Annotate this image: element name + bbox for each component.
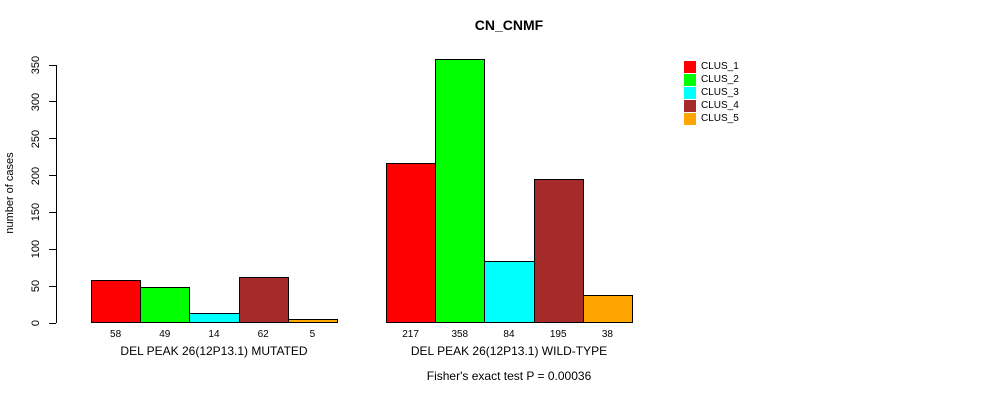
- legend-swatch-icon: [684, 73, 696, 86]
- legend-item-clus_1: CLUS_1: [684, 60, 739, 73]
- legend: CLUS_1 CLUS_2 CLUS_3 CLUS_4 CLUS_5: [684, 60, 739, 125]
- legend-item-clus_2: CLUS_2: [684, 73, 739, 86]
- bar-clus_5-group2: [582, 294, 633, 323]
- legend-swatch-icon: [684, 60, 696, 73]
- bar-clus_4-group2: [533, 179, 584, 323]
- legend-label: CLUS_5: [701, 113, 739, 124]
- legend-swatch-icon: [684, 99, 696, 112]
- legend-swatch-icon: [684, 112, 696, 125]
- bar-clus_2-group2: [435, 59, 486, 323]
- bar-clus_3-group1: [189, 312, 240, 323]
- legend-item-clus_5: CLUS_5: [684, 112, 739, 125]
- legend-label: CLUS_3: [701, 87, 739, 98]
- legend-swatch-icon: [684, 86, 696, 99]
- bar-clus_4-group1: [238, 277, 289, 323]
- annotation-text: Fisher's exact test P = 0.00036: [426, 369, 592, 383]
- legend-label: CLUS_2: [701, 74, 739, 85]
- bar-clus_1-group2: [386, 163, 437, 323]
- legend-item-clus_3: CLUS_3: [684, 86, 739, 99]
- legend-label: CLUS_4: [701, 100, 739, 111]
- legend-label: CLUS_1: [701, 61, 739, 72]
- chart-title: CN_CNMF: [474, 17, 544, 33]
- bar-clus_1-group1: [91, 280, 142, 323]
- bar-clus_2-group1: [140, 286, 191, 323]
- legend-item-clus_4: CLUS_4: [684, 99, 739, 112]
- bar-clus_3-group2: [484, 261, 535, 323]
- y-axis-line: [56, 65, 57, 323]
- bar-clus_5-group1: [287, 319, 338, 323]
